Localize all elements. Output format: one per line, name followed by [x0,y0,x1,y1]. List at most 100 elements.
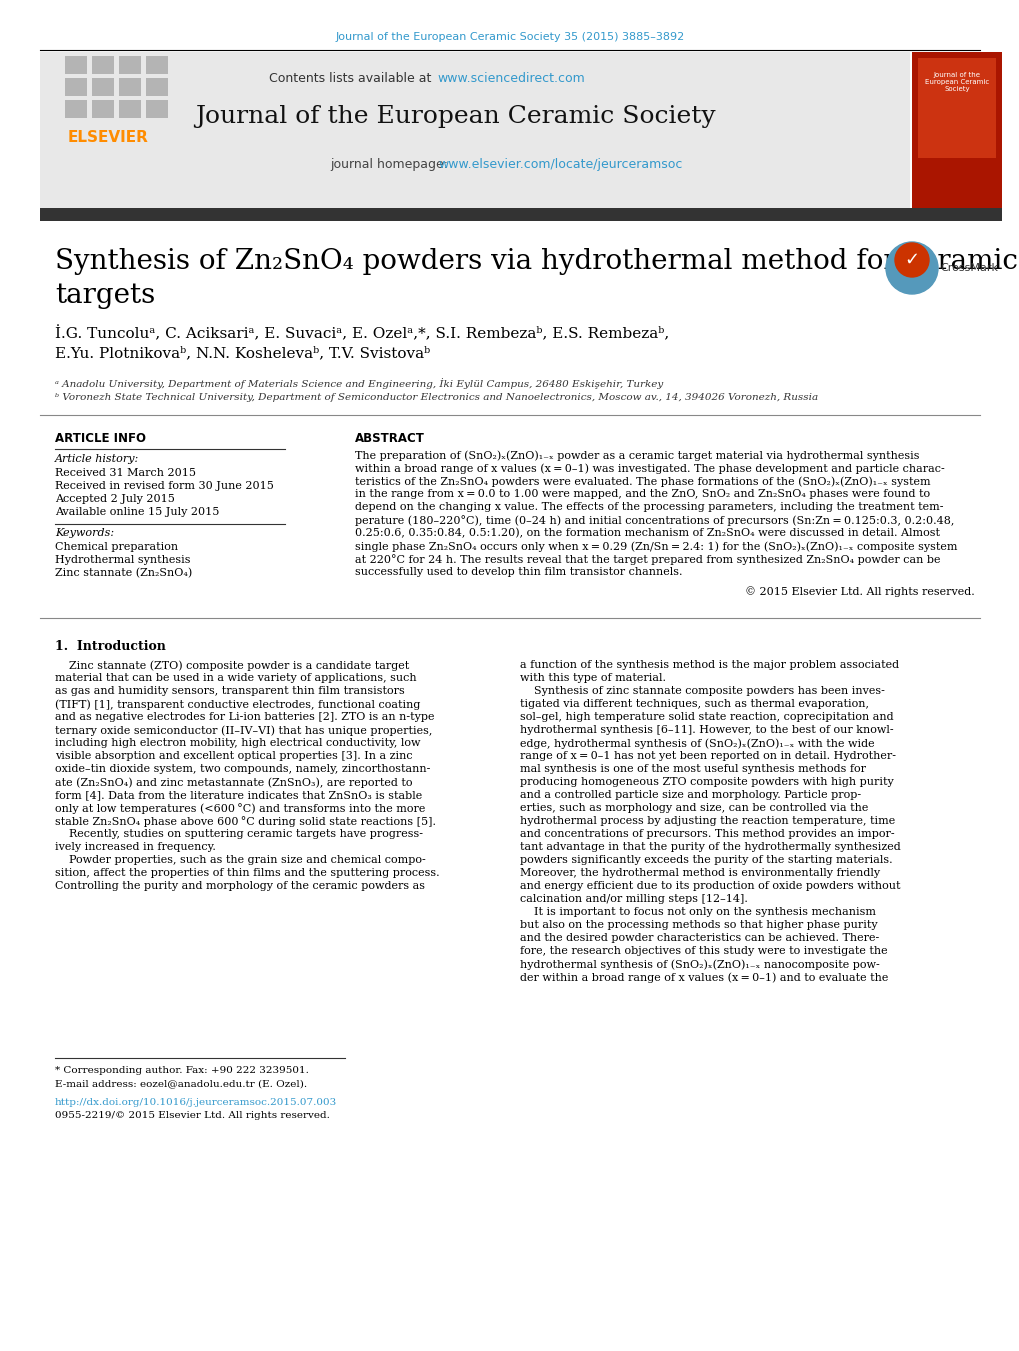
Text: Keywords:: Keywords: [55,528,114,538]
Text: hydrothermal process by adjusting the reaction temperature, time: hydrothermal process by adjusting the re… [520,816,895,825]
Text: Synthesis of Zn₂SnO₄ powders via hydrothermal method for ceramic: Synthesis of Zn₂SnO₄ powders via hydroth… [55,249,1017,276]
Text: tigated via different techniques, such as thermal evaporation,: tigated via different techniques, such a… [520,698,868,709]
Text: 0.25:0.6, 0.35:0.84, 0.5:1.20), on the formation mechanism of Zn₂SnO₄ were discu: 0.25:0.6, 0.35:0.84, 0.5:1.20), on the f… [355,528,940,538]
Text: Hydrothermal synthesis: Hydrothermal synthesis [55,555,191,565]
Text: E-mail address: eozel@anadolu.edu.tr (E. Ozel).: E-mail address: eozel@anadolu.edu.tr (E.… [55,1079,307,1088]
Text: and a controlled particle size and morphology. Particle prop-: and a controlled particle size and morph… [520,790,860,800]
Text: at 220°C for 24 h. The results reveal that the target prepared from synthesized : at 220°C for 24 h. The results reveal th… [355,554,940,565]
Text: E.Yu. Plotnikovaᵇ, N.N. Koshelevaᵇ, T.V. Svistovaᵇ: E.Yu. Plotnikovaᵇ, N.N. Koshelevaᵇ, T.V.… [55,346,430,359]
Text: erties, such as morphology and size, can be controlled via the: erties, such as morphology and size, can… [520,802,867,813]
Text: calcination and/or milling steps [12–14].: calcination and/or milling steps [12–14]… [520,894,747,904]
Text: edge, hydrothermal synthesis of (SnO₂)ₓ(ZnO)₁₋ₓ with the wide: edge, hydrothermal synthesis of (SnO₂)ₓ(… [520,738,873,748]
Text: ✓: ✓ [904,251,919,269]
Text: tant advantage in that the purity of the hydrothermally synthesized: tant advantage in that the purity of the… [520,842,900,852]
Circle shape [894,243,928,277]
Text: oxide–tin dioxide system, two compounds, namely, zincorthostann-: oxide–tin dioxide system, two compounds,… [55,765,430,774]
Bar [65,100,87,118]
Text: fore, the research objectives of this study were to investigate the: fore, the research objectives of this st… [520,946,887,957]
Text: material that can be used in a wide variety of applications, such: material that can be used in a wide vari… [55,673,416,684]
Text: Received 31 March 2015: Received 31 March 2015 [55,467,196,478]
Text: ᵃ Anadolu University, Department of Materials Science and Engineering, İki Eylül: ᵃ Anadolu University, Department of Mate… [55,378,662,389]
Text: sition, affect the properties of thin films and the sputtering process.: sition, affect the properties of thin fi… [55,867,439,878]
Text: stable Zn₂SnO₄ phase above 600 °C during solid state reactions [5].: stable Zn₂SnO₄ phase above 600 °C during… [55,816,435,827]
Text: a function of the synthesis method is the major problem associated: a function of the synthesis method is th… [520,661,898,670]
Text: Controlling the purity and morphology of the ceramic powders as: Controlling the purity and morphology of… [55,881,425,892]
Text: Contents lists available at: Contents lists available at [268,72,434,85]
Text: and as negative electrodes for Li-ion batteries [2]. ZTO is an n-type: and as negative electrodes for Li-ion ba… [55,712,434,721]
Text: producing homogeneous ZTO composite powders with high purity: producing homogeneous ZTO composite powd… [520,777,893,788]
Text: www.elsevier.com/locate/jeurceramsoc: www.elsevier.com/locate/jeurceramsoc [437,158,682,172]
Text: 0955-2219/© 2015 Elsevier Ltd. All rights reserved.: 0955-2219/© 2015 Elsevier Ltd. All right… [55,1111,329,1120]
Bar [911,51,1001,209]
Text: successfully used to develop thin film transistor channels.: successfully used to develop thin film t… [355,567,682,577]
Text: 1.  Introduction: 1. Introduction [55,640,166,653]
Text: but also on the processing methods so that higher phase purity: but also on the processing methods so th… [520,920,876,929]
Text: Journal of the European Ceramic Society 35 (2015) 3885–3892: Journal of the European Ceramic Society … [335,32,684,42]
Text: Article history:: Article history: [55,454,140,463]
Text: form [4]. Data from the literature indicates that ZnSnO₃ is stable: form [4]. Data from the literature indic… [55,790,422,800]
Text: İ.G. Tuncoluᵃ, C. Aciksariᵃ, E. Suvaciᵃ, E. Ozelᵃ,*, S.I. Rembezaᵇ, E.S. Rembeza: İ.G. Tuncoluᵃ, C. Aciksariᵃ, E. Suvaciᵃ,… [55,326,668,342]
Bar [146,78,168,96]
Text: ate (Zn₂SnO₄) and zinc metastannate (ZnSnO₃), are reported to: ate (Zn₂SnO₄) and zinc metastannate (ZnS… [55,777,412,788]
Bar [40,51,909,209]
Bar [119,55,141,74]
Bar [119,100,141,118]
Bar [146,100,168,118]
Text: in the range from x = 0.0 to 1.00 were mapped, and the ZnO, SnO₂ and Zn₂SnO₄ pha: in the range from x = 0.0 to 1.00 were m… [355,489,929,499]
Bar [92,100,114,118]
Text: (TIFT) [1], transparent conductive electrodes, functional coating: (TIFT) [1], transparent conductive elect… [55,698,420,709]
Text: within a broad range of x values (x = 0–1) was investigated. The phase developme: within a broad range of x values (x = 0–… [355,463,944,474]
Text: The preparation of (SnO₂)ₓ(ZnO)₁₋ₓ powder as a ceramic target material via hydro: The preparation of (SnO₂)ₓ(ZnO)₁₋ₓ powde… [355,450,918,461]
Text: © 2015 Elsevier Ltd. All rights reserved.: © 2015 Elsevier Ltd. All rights reserved… [745,586,974,597]
Text: Synthesis of zinc stannate composite powders has been inves-: Synthesis of zinc stannate composite pow… [520,686,884,696]
Bar [119,78,141,96]
Text: hydrothermal synthesis of (SnO₂)ₓ(ZnO)₁₋ₓ nanocomposite pow-: hydrothermal synthesis of (SnO₂)ₓ(ZnO)₁₋… [520,959,878,970]
Text: Chemical preparation: Chemical preparation [55,542,178,553]
Bar [40,208,1001,222]
Text: Zinc stannate (Zn₂SnO₄): Zinc stannate (Zn₂SnO₄) [55,567,192,578]
Text: * Corresponding author. Fax: +90 222 3239501.: * Corresponding author. Fax: +90 222 323… [55,1066,309,1075]
Text: sol–gel, high temperature solid state reaction, coprecipitation and: sol–gel, high temperature solid state re… [520,712,893,721]
Bar [92,55,114,74]
Text: Moreover, the hydrothermal method is environmentally friendly: Moreover, the hydrothermal method is env… [520,867,879,878]
Text: hydrothermal synthesis [6–11]. However, to the best of our knowl-: hydrothermal synthesis [6–11]. However, … [520,725,893,735]
Text: visible absorption and excellent optical properties [3]. In a zinc: visible absorption and excellent optical… [55,751,413,761]
Text: Journal of the
European Ceramic
Society: Journal of the European Ceramic Society [924,72,988,92]
Text: Accepted 2 July 2015: Accepted 2 July 2015 [55,494,174,504]
Text: and the desired powder characteristics can be achieved. There-: and the desired powder characteristics c… [520,934,878,943]
Text: single phase Zn₂SnO₄ occurs only when x = 0.29 (Zn/Sn = 2.4: 1) for the (SnO₂)ₓ(: single phase Zn₂SnO₄ occurs only when x … [355,540,957,551]
Text: depend on the changing x value. The effects of the processing parameters, includ: depend on the changing x value. The effe… [355,503,943,512]
Text: Recently, studies on sputtering ceramic targets have progress-: Recently, studies on sputtering ceramic … [55,830,423,839]
Text: journal homepage:: journal homepage: [330,158,451,172]
Bar [917,58,995,158]
Text: www.sciencedirect.com: www.sciencedirect.com [436,72,584,85]
Text: CrossMark: CrossMark [940,263,997,273]
Circle shape [886,242,937,295]
Text: and concentrations of precursors. This method provides an impor-: and concentrations of precursors. This m… [520,830,894,839]
Text: ᵇ Voronezh State Technical University, Department of Semiconductor Electronics a: ᵇ Voronezh State Technical University, D… [55,393,817,403]
Text: Powder properties, such as the grain size and chemical compo-: Powder properties, such as the grain siz… [55,855,425,865]
Text: perature (180–220°C), time (0–24 h) and initial concentrations of precursors (Sn: perature (180–220°C), time (0–24 h) and … [355,515,954,526]
Text: mal synthesis is one of the most useful synthesis methods for: mal synthesis is one of the most useful … [520,765,865,774]
Text: only at low temperatures (<600 °C) and transforms into the more: only at low temperatures (<600 °C) and t… [55,802,425,813]
Text: ABSTRACT: ABSTRACT [355,432,425,444]
Text: ternary oxide semiconductor (II–IV–VI) that has unique properties,: ternary oxide semiconductor (II–IV–VI) t… [55,725,432,735]
Text: including high electron mobility, high electrical conductivity, low: including high electron mobility, high e… [55,738,420,748]
Text: targets: targets [55,282,155,309]
Text: ively increased in frequency.: ively increased in frequency. [55,842,216,852]
Text: It is important to focus not only on the synthesis mechanism: It is important to focus not only on the… [520,907,875,917]
Text: Received in revised form 30 June 2015: Received in revised form 30 June 2015 [55,481,274,490]
Bar [65,55,87,74]
Text: powders significantly exceeds the purity of the starting materials.: powders significantly exceeds the purity… [520,855,892,865]
Text: ELSEVIER: ELSEVIER [68,130,149,145]
Bar [92,78,114,96]
Text: http://dx.doi.org/10.1016/j.jeurceramsoc.2015.07.003: http://dx.doi.org/10.1016/j.jeurceramsoc… [55,1098,337,1106]
Text: Available online 15 July 2015: Available online 15 July 2015 [55,507,219,517]
Text: teristics of the Zn₂SnO₄ powders were evaluated. The phase formations of the (Sn: teristics of the Zn₂SnO₄ powders were ev… [355,476,929,486]
Text: Zinc stannate (ZTO) composite powder is a candidate target: Zinc stannate (ZTO) composite powder is … [55,661,409,670]
Text: as gas and humidity sensors, transparent thin film transistors: as gas and humidity sensors, transparent… [55,686,405,696]
Text: with this type of material.: with this type of material. [520,673,665,684]
Text: Journal of the European Ceramic Society: Journal of the European Ceramic Society [195,105,714,128]
Text: range of x = 0–1 has not yet been reported on in detail. Hydrother-: range of x = 0–1 has not yet been report… [520,751,895,761]
Text: der within a broad range of x values (x = 0–1) and to evaluate the: der within a broad range of x values (x … [520,971,888,982]
